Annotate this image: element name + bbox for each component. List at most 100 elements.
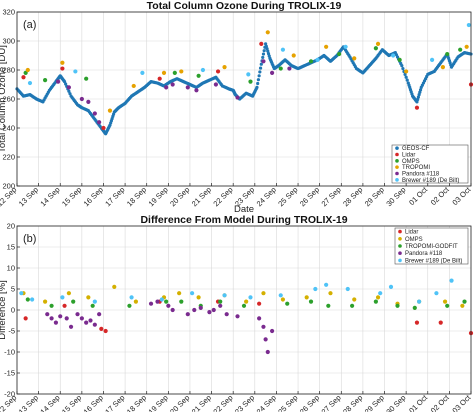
y-tick-label: 220 <box>2 153 15 162</box>
data-point <box>352 56 357 61</box>
legend-label: OMPS <box>402 159 420 165</box>
data-point <box>248 295 253 300</box>
data-point <box>127 303 132 308</box>
data-point <box>266 49 270 53</box>
legend-marker <box>395 159 399 163</box>
data-point <box>198 305 203 310</box>
x-tick-label: 24 Sep <box>255 185 278 208</box>
x-tick-label: 27 Sep <box>320 185 343 208</box>
data-point <box>99 326 104 331</box>
x-axis-label: Date <box>234 204 254 215</box>
data-point <box>466 22 471 28</box>
panel-b: Difference From Model During TROLIX-19 -2… <box>0 214 474 417</box>
data-point <box>352 297 357 302</box>
series-geos-cf <box>15 42 473 136</box>
data-point <box>395 303 400 308</box>
data-point <box>196 295 201 300</box>
y-tick-label: 260 <box>2 95 15 104</box>
data-point <box>258 70 262 74</box>
legend-label: TROPOMI <box>402 165 430 171</box>
y-tick-label: -15 <box>4 369 15 378</box>
x-tick-label: 17 Sep <box>103 393 126 412</box>
data-point <box>258 66 263 70</box>
legend-label: Lidar <box>402 153 415 159</box>
legend-marker <box>395 152 399 157</box>
series-tropomi <box>25 30 469 113</box>
data-point <box>261 59 266 64</box>
x-tick-label: 21 Sep <box>190 185 213 208</box>
data-point <box>25 67 30 73</box>
data-point <box>313 286 318 292</box>
data-point <box>172 70 177 75</box>
data-point <box>278 66 283 71</box>
data-point <box>79 316 84 321</box>
x-tick-label: 25 Sep <box>276 185 299 208</box>
x-tick-label: 29 Sep <box>363 393 386 412</box>
data-point <box>438 320 443 325</box>
data-point <box>161 70 167 75</box>
legend-label: TROPOMI-GODFIT <box>405 244 458 250</box>
legend-box <box>391 144 469 184</box>
data-point <box>23 70 28 75</box>
data-point <box>291 53 296 58</box>
legend-marker <box>395 165 399 169</box>
data-point <box>404 75 408 79</box>
data-point <box>264 42 268 46</box>
legend-box <box>394 227 469 265</box>
data-point <box>261 291 266 296</box>
y-tick-label: 5 <box>11 285 15 294</box>
data-point <box>235 95 240 100</box>
x-tick-label: 01 Oct <box>407 184 430 207</box>
legend-marker <box>395 171 399 176</box>
data-point <box>166 303 171 308</box>
data-point <box>103 328 108 334</box>
data-point <box>343 44 348 49</box>
data-point <box>414 320 420 325</box>
data-point <box>170 307 175 313</box>
chart-title: Total Column Ozone During TROLIX-19 <box>147 0 342 12</box>
x-tick-label: 28 Sep <box>341 393 364 412</box>
data-point <box>266 51 271 56</box>
data-point <box>345 286 350 292</box>
data-point <box>62 80 67 84</box>
series-pandora-118 <box>55 59 292 125</box>
y-tick-label: 200 <box>2 182 15 191</box>
data-point <box>55 79 61 84</box>
data-point <box>62 303 67 308</box>
data-point <box>66 291 71 296</box>
data-point <box>388 284 394 289</box>
data-point <box>155 299 160 304</box>
data-point <box>416 97 420 102</box>
data-point <box>280 297 286 302</box>
data-point <box>45 312 50 317</box>
data-point <box>222 65 227 70</box>
data-point <box>185 85 190 90</box>
data-point <box>308 299 314 304</box>
data-point <box>21 75 26 80</box>
data-point <box>285 301 290 306</box>
data-point <box>256 81 260 86</box>
data-point <box>107 108 113 113</box>
legend-label: OMPS <box>405 237 423 243</box>
data-point <box>429 57 435 62</box>
x-tick-label: 14 Sep <box>38 185 61 208</box>
data-point <box>256 78 261 82</box>
data-point <box>417 299 422 304</box>
data-point <box>140 70 145 75</box>
series-lidar <box>23 299 474 336</box>
data-point <box>64 316 69 321</box>
series-lidar <box>21 41 474 131</box>
panel-a: Total Column Ozone During TROLIX-19 200 22… <box>0 0 474 215</box>
data-point <box>418 88 423 92</box>
data-point <box>308 59 314 64</box>
data-point <box>445 51 450 57</box>
legend-marker <box>398 229 402 234</box>
x-tick-label: 18 Sep <box>125 393 148 412</box>
data-point <box>262 49 266 53</box>
data-point <box>244 299 249 304</box>
data-point <box>417 93 421 97</box>
x-tick-label: 25 Sep <box>276 393 299 412</box>
data-point <box>373 299 378 304</box>
